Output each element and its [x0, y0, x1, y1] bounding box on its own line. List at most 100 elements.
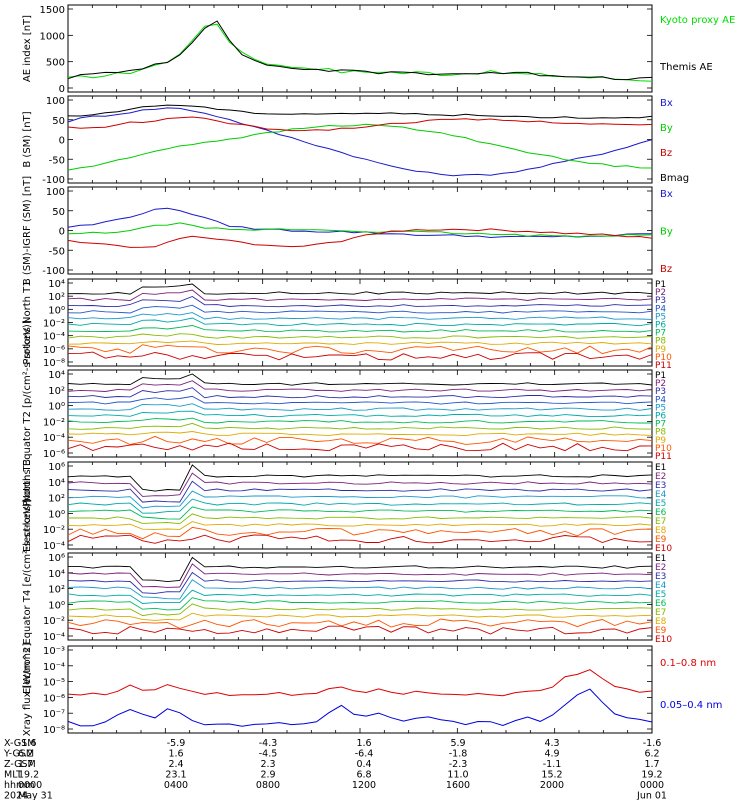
channel-line-p4: [67, 304, 653, 314]
legend-label: Bx: [660, 98, 673, 109]
y-tick-label: 10⁰: [48, 305, 65, 316]
orbit-row-label: MLT: [4, 770, 22, 781]
series-line-0-05-0-4-nm: [67, 688, 653, 727]
channel-line-e9: [67, 526, 653, 540]
channel-line-p1: [67, 373, 653, 386]
channel-line-p4: [67, 395, 653, 405]
channel-line-p11: [67, 351, 653, 361]
series-line-themis-ae: [67, 20, 653, 81]
channel-line-p6: [67, 317, 653, 327]
channel-line-p8: [67, 422, 653, 430]
channel-line-p2: [67, 289, 653, 301]
orbit-row-value: 19.2: [18, 770, 39, 781]
legend-label: Bmag: [660, 173, 689, 184]
orbit-row-label: Y-GSM: [3, 749, 34, 760]
channel-label: P6: [655, 321, 666, 331]
orbit-row-value: Jun 01: [636, 791, 667, 800]
orbit-row-label: 2024: [4, 791, 28, 800]
orbit-row-label: X-GSM: [4, 738, 35, 749]
channel-line-e4: [67, 490, 653, 509]
orbit-row-value: -5.9: [167, 738, 186, 749]
channel-line-e9: [67, 618, 653, 629]
orbit-row-value: 5.9: [450, 738, 465, 749]
y-axis-label: B (SM) [nT]: [22, 111, 33, 167]
orbit-row-value: 15.2: [541, 770, 562, 781]
channel-label: E4: [655, 581, 667, 591]
y-tick-label: 0: [59, 136, 65, 147]
y-tick-label: 10⁻²: [43, 525, 65, 536]
channel-line-p3: [67, 387, 653, 399]
orbit-row-value: 6.2: [18, 749, 33, 760]
channel-label: P1: [655, 280, 666, 290]
panel-frame: [67, 186, 653, 275]
channel-line-e5: [67, 589, 653, 604]
orbit-row-value: 0800: [256, 780, 280, 791]
y-axis-label: Electrons Equator T4 [e/(cm²-s-sr-keV)]: [22, 499, 33, 694]
y-axis-label-group: Protons Equator T2 [p/(cm²-s-sr-keV)]: [22, 320, 33, 507]
series-line-0-1-0-8-nm: [67, 669, 653, 697]
channel-label: P8: [655, 337, 666, 347]
y-axis-label-group: B (SM) [nT]: [22, 111, 33, 167]
y-tick-label: 10⁻²: [43, 616, 65, 627]
channel-line-e6: [67, 506, 653, 520]
y-axis-label-group: Xray flux [W/m^2]: [22, 643, 33, 737]
legend-label: 0.05–0.4 nm: [660, 700, 722, 711]
channel-line-e4: [67, 579, 653, 600]
orbit-row-label: hhmm: [4, 780, 35, 791]
series-line-by: [67, 123, 653, 171]
channel-line-p7: [67, 417, 652, 424]
orbit-row-value: -1.6: [643, 738, 662, 749]
channel-label: E5: [655, 590, 666, 600]
channel-label: E4: [655, 490, 667, 500]
channel-label: E8: [655, 617, 667, 627]
orbit-row-value: 4.9: [544, 749, 559, 760]
y-tick-label: -50: [49, 246, 65, 257]
channel-label: E5: [655, 499, 666, 509]
y-axis-label: Electrons North T3: [22, 459, 33, 552]
orbit-row-value: 2.4: [168, 759, 183, 770]
y-tick-label: 10⁰: [48, 600, 65, 611]
channel-label: P7: [655, 329, 666, 339]
legend-label: 0.1–0.8 nm: [660, 658, 716, 669]
channel-label: P2: [655, 379, 666, 389]
y-tick-label: 10⁶: [48, 553, 65, 564]
orbit-row-value: 2.3: [260, 759, 275, 770]
channel-label: E7: [655, 517, 666, 527]
orbit-row-value: 1200: [352, 780, 376, 791]
channel-label: P4: [655, 395, 666, 405]
channel-label: P3: [655, 387, 666, 397]
channel-label: P2: [655, 288, 666, 298]
y-tick-label: 100: [46, 187, 65, 198]
orbit-row-value: 1600: [446, 780, 470, 791]
channel-line-p10: [67, 344, 653, 355]
panel-frame: [67, 369, 653, 458]
orbit-row-value: 0000: [18, 780, 42, 791]
y-axis-label-group: Protons North T1: [22, 280, 33, 364]
y-tick-label: 10²: [48, 494, 65, 505]
y-tick-label: -50: [49, 155, 65, 166]
orbit-row-value: -6.4: [355, 749, 374, 760]
legend-label: Kyoto proxy AE: [660, 15, 735, 26]
channel-line-e3: [67, 480, 653, 503]
y-axis-label: B (SM)-IGRF (SM) [nT]: [22, 176, 33, 285]
channel-label: P6: [655, 412, 666, 422]
y-tick-label: 10⁻²: [43, 319, 65, 330]
panel-frame: [67, 4, 653, 93]
series-line-bmag: [67, 104, 653, 119]
channel-line-p7: [67, 325, 653, 333]
channel-label: P10: [655, 353, 672, 363]
y-tick-label: 10⁻⁴: [43, 632, 65, 643]
channel-label: P10: [655, 444, 672, 454]
channel-line-p9: [67, 431, 653, 437]
orbit-row-value: 19.2: [641, 770, 662, 781]
channel-line-e7: [67, 603, 653, 617]
channel-line-e8: [67, 612, 653, 621]
channel-line-p8: [67, 333, 653, 339]
channel-line-p10: [67, 435, 653, 445]
y-tick-label: 10⁻⁶: [43, 345, 65, 356]
channel-label: P4: [655, 304, 666, 314]
channel-label: E8: [655, 526, 667, 536]
y-tick-label: 10⁻⁴: [43, 541, 65, 552]
channel-label: E2: [655, 563, 666, 573]
legend-label: By: [660, 227, 673, 238]
